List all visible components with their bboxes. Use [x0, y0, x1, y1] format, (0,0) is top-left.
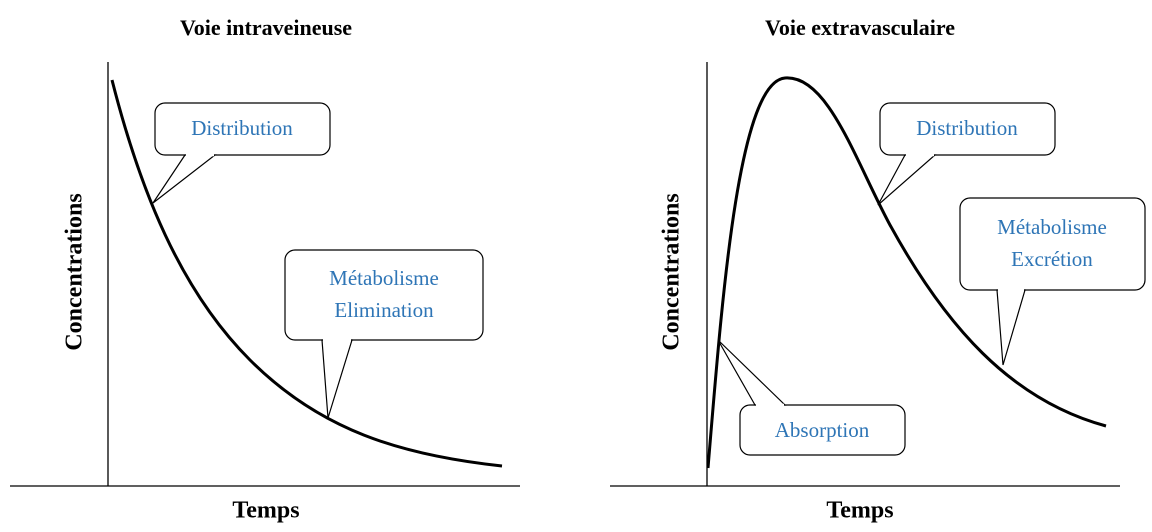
x-label: Temps [826, 498, 893, 524]
curve [706, 76, 1107, 469]
callout-text: Métabolisme [997, 215, 1107, 239]
callout-pointer [152, 154, 217, 204]
callout-text: Elimination [334, 298, 434, 322]
callout-text: Métabolisme [329, 266, 439, 290]
callout-pointer [877, 154, 937, 206]
callout-box [284, 249, 484, 341]
callout-text: Absorption [775, 418, 870, 442]
panel-title: Voie extravasculaire [765, 15, 955, 40]
callout-pointer [321, 339, 353, 419]
callout-box [154, 102, 331, 156]
callout-box [739, 404, 906, 456]
callout-box [879, 102, 1056, 156]
callout-pointer [717, 339, 787, 406]
callout-text: Excrétion [1011, 247, 1093, 271]
y-label: Concentrations [62, 193, 88, 350]
curve [110, 79, 503, 468]
x-label: Temps [232, 498, 299, 524]
callout-pointer [996, 289, 1026, 366]
panel-iv: Voie intraveineuse Concentrations Temps … [10, 15, 520, 524]
callout-text: Distribution [191, 116, 293, 140]
panel-ev: Voie extravasculaire Concentrations Temp… [610, 15, 1146, 524]
callout-text: Distribution [916, 116, 1018, 140]
y-label: Concentrations [659, 193, 685, 350]
panel-title: Voie intraveineuse [180, 15, 352, 40]
callout-box [959, 197, 1146, 291]
